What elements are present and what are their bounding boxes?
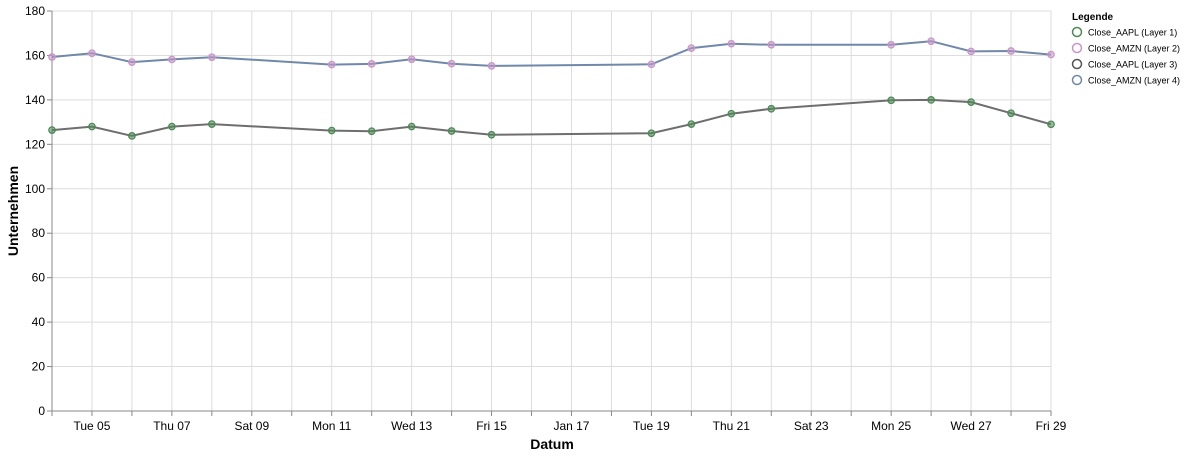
legend-symbol <box>1071 58 1083 70</box>
x-tick-label: Thu 21 <box>713 419 751 433</box>
legend-symbol <box>1071 42 1083 54</box>
x-tick-label: Fri 29 <box>1036 419 1067 433</box>
x-tick-label: Mon 25 <box>871 419 911 433</box>
data-point <box>967 47 975 56</box>
data-point <box>48 53 56 61</box>
y-tick-label: 140 <box>25 93 45 107</box>
data-point <box>1047 50 1055 59</box>
data-point <box>407 55 416 64</box>
legend-symbol <box>1071 26 1083 38</box>
data-point <box>447 127 456 135</box>
data-point <box>88 122 96 131</box>
data-point <box>447 59 456 68</box>
data-point <box>487 130 496 139</box>
data-point <box>207 53 216 62</box>
x-axis-title: Datum <box>530 436 574 452</box>
data-point <box>487 62 496 70</box>
data-point <box>767 40 776 49</box>
data-point <box>687 44 696 52</box>
legend-label: Close_AMZN (Layer 2) <box>1088 44 1180 54</box>
legend-symbol <box>1071 74 1083 86</box>
x-tick-label: Sat 09 <box>234 419 269 433</box>
data-point <box>967 98 975 106</box>
data-point <box>727 39 736 48</box>
data-point <box>1007 109 1015 118</box>
y-tick-label: 80 <box>32 226 46 240</box>
x-tick-label: Sat 23 <box>794 419 829 433</box>
series-line <box>51 40 1052 67</box>
legend-title: Legende <box>1072 12 1114 23</box>
x-tick-label: Wed 13 <box>391 419 432 433</box>
data-point <box>647 129 656 138</box>
data-point <box>887 40 896 49</box>
data-point <box>887 96 896 105</box>
y-axis-title: Unternehmen <box>5 166 21 256</box>
data-point <box>927 96 935 104</box>
data-point <box>367 60 376 68</box>
x-tick-label: Tue 19 <box>633 419 670 433</box>
legend-label: Close_AAPL (Layer 3) <box>1088 60 1177 70</box>
data-point <box>168 55 176 64</box>
y-tick-label: 180 <box>25 4 45 18</box>
y-tick-label: 40 <box>32 315 46 329</box>
x-tick-label: Jan 17 <box>553 419 589 433</box>
data-point <box>88 49 96 58</box>
data-point <box>687 120 696 128</box>
data-point <box>48 126 56 134</box>
y-tick-label: 120 <box>25 137 45 151</box>
y-tick-label: 100 <box>25 182 45 196</box>
data-point <box>927 37 935 46</box>
x-tick-label: Thu 07 <box>153 419 191 433</box>
data-point <box>767 104 776 113</box>
data-point <box>367 127 376 136</box>
y-tick-label: 0 <box>38 404 45 418</box>
data-point <box>168 122 176 131</box>
data-point <box>207 120 216 128</box>
y-tick-label: 160 <box>25 48 45 62</box>
x-tick-label: Wed 27 <box>951 419 992 433</box>
data-point <box>647 60 656 69</box>
data-point <box>128 132 136 140</box>
x-tick-label: Tue 05 <box>73 419 110 433</box>
data-point <box>128 58 136 66</box>
data-point <box>1007 47 1015 55</box>
y-tick-label: 60 <box>32 271 46 285</box>
legend-label: Close_AMZN (Layer 4) <box>1088 76 1180 86</box>
data-point <box>1047 120 1055 129</box>
series-line <box>51 98 1052 137</box>
legend-label: Close_AAPL (Layer 1) <box>1088 28 1177 38</box>
x-tick-label: Mon 11 <box>312 419 351 433</box>
data-point <box>327 60 336 69</box>
y-tick-label: 20 <box>32 360 46 374</box>
data-point <box>327 126 336 135</box>
x-tick-label: Fri 15 <box>476 419 507 433</box>
data-point <box>407 122 416 131</box>
data-point <box>727 109 736 118</box>
